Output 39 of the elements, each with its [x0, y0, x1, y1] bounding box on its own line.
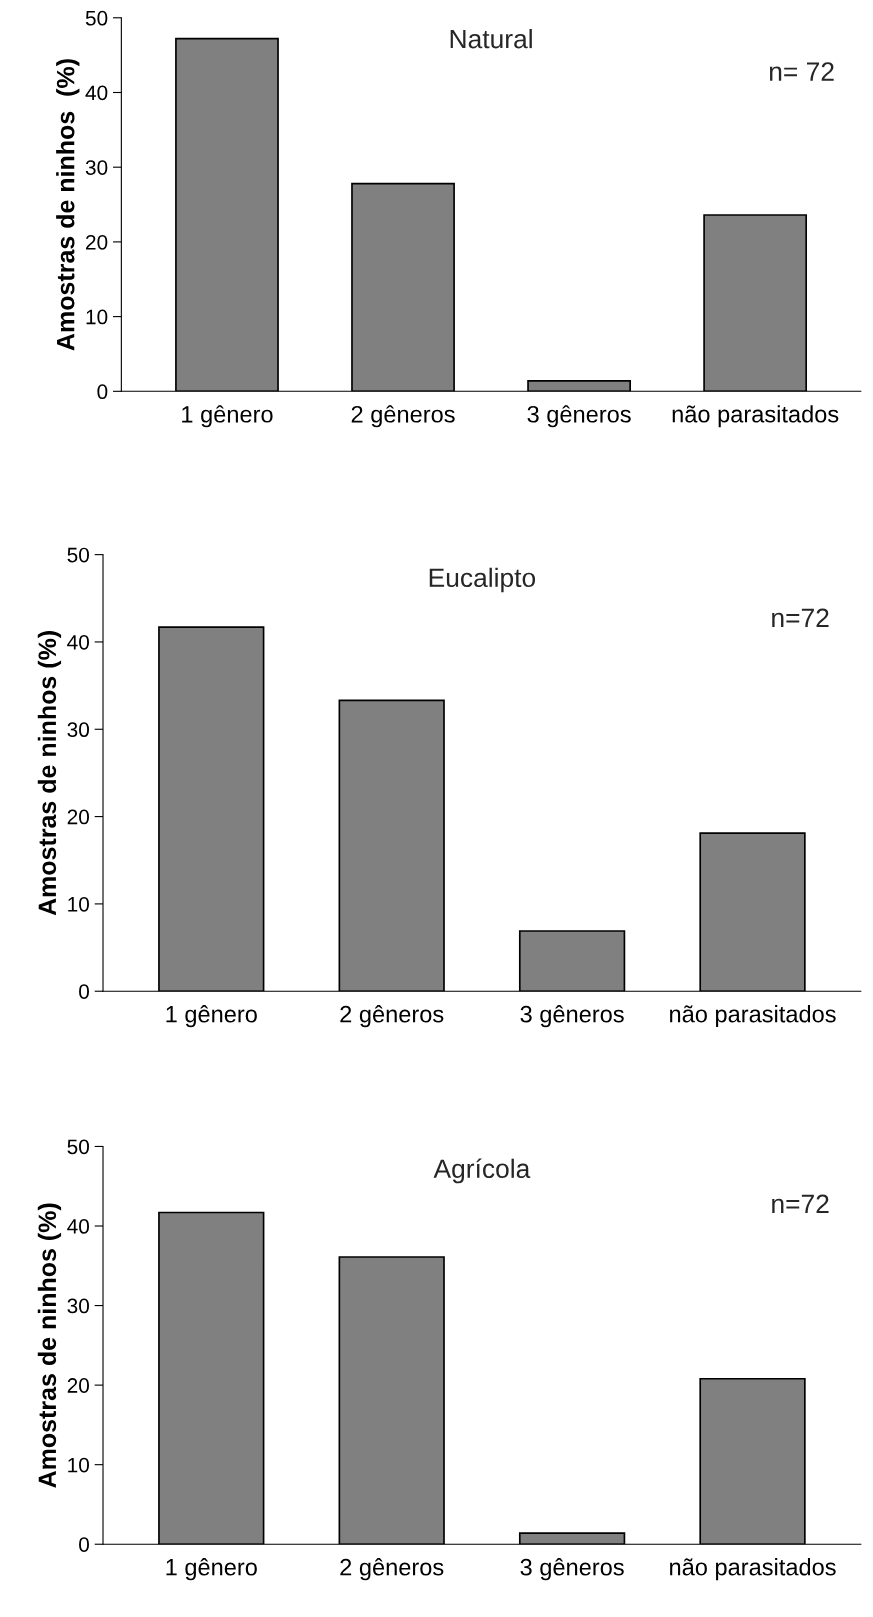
- x-tick-label: 2 gêneros: [340, 1005, 444, 1028]
- chart-title: Eucalipto: [429, 567, 536, 593]
- chart-title: Natural: [450, 28, 532, 49]
- y-tick-label: 0: [79, 984, 90, 999]
- y-tick-label: 10: [68, 1457, 90, 1473]
- annotation: n= 72: [769, 62, 834, 81]
- y-tick-label: 30: [67, 722, 90, 738]
- x-tick-label: 1 gênero: [166, 1558, 257, 1581]
- y-tick-label: 40: [85, 85, 108, 101]
- y-tick-label: 40: [67, 634, 90, 650]
- x-tick-label: não parasitados: [670, 1005, 836, 1028]
- y-axis-title: Amostras de ninhos (%): [56, 59, 80, 351]
- y-tick-label: 40: [67, 1219, 90, 1234]
- y-tick-label: 20: [86, 234, 108, 250]
- x-tick-label: 1 gênero: [166, 1005, 257, 1028]
- y-tick-label: 20: [67, 809, 90, 825]
- x-tick-label: 2 gêneros: [340, 1558, 444, 1581]
- y-tick-label: 50: [67, 547, 90, 563]
- x-tick-label: 3 gêneros: [527, 405, 631, 428]
- y-tick-label: 10: [86, 309, 108, 325]
- x-tick-label: 2 gêneros: [351, 405, 455, 428]
- x-tick-label: 3 gêneros: [520, 1558, 624, 1581]
- chart-title: Agrícola: [433, 1158, 531, 1184]
- y-axis-title: Amostras de ninhos (%): [37, 1203, 62, 1488]
- annotation: n=72: [772, 608, 829, 627]
- y-tick-label: 30: [67, 1298, 90, 1314]
- x-tick-label: 1 gênero: [182, 405, 273, 428]
- y-tick-label: 50: [85, 10, 108, 26]
- y-tick-label: 0: [97, 384, 108, 400]
- y-tick-label: 0: [79, 1537, 90, 1552]
- annotation: n=72: [772, 1194, 829, 1213]
- x-tick-label: não parasitados: [672, 405, 839, 428]
- x-tick-label: não parasitados: [670, 1558, 836, 1581]
- y-tick-label: 20: [67, 1378, 90, 1393]
- y-tick-label: 50: [67, 1139, 90, 1155]
- y-tick-label: 30: [85, 160, 108, 175]
- y-tick-label: 10: [68, 896, 90, 912]
- x-tick-label: 3 gêneros: [520, 1005, 624, 1028]
- y-axis-title: Amostras de ninhos (%): [37, 631, 62, 916]
